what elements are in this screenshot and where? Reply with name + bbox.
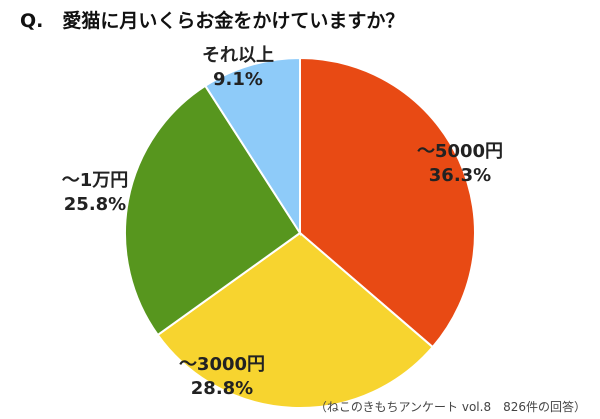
- pie-slice: [156, 231, 435, 409]
- slice-category-label: 〜1万円: [62, 170, 129, 191]
- pie-slice: [203, 56, 301, 237]
- slice-value-label: 25.8%: [64, 194, 126, 215]
- slice-value-label: 36.3%: [429, 165, 491, 186]
- chart-title: Q. 愛猫に月いくらお金をかけていますか？: [20, 9, 404, 32]
- slice-category-label: それ以上: [202, 45, 274, 66]
- pie-slice: [123, 84, 302, 337]
- pie-slice: [299, 56, 476, 349]
- pie-slices: [123, 56, 476, 409]
- slice-category-label: 〜3000円: [179, 354, 265, 375]
- slice-labels: 〜5000円 36.3% 〜3000円 28.8% 〜1万円 25.8% それ以上 9.1%: [62, 45, 503, 399]
- slice-value-label: 28.8%: [191, 378, 253, 399]
- slice-value-label: 9.1%: [213, 69, 263, 90]
- source-note: （ねこのきもちアンケート vol.8 826件の回答）: [315, 399, 586, 414]
- slice-category-label: 〜5000円: [417, 141, 503, 162]
